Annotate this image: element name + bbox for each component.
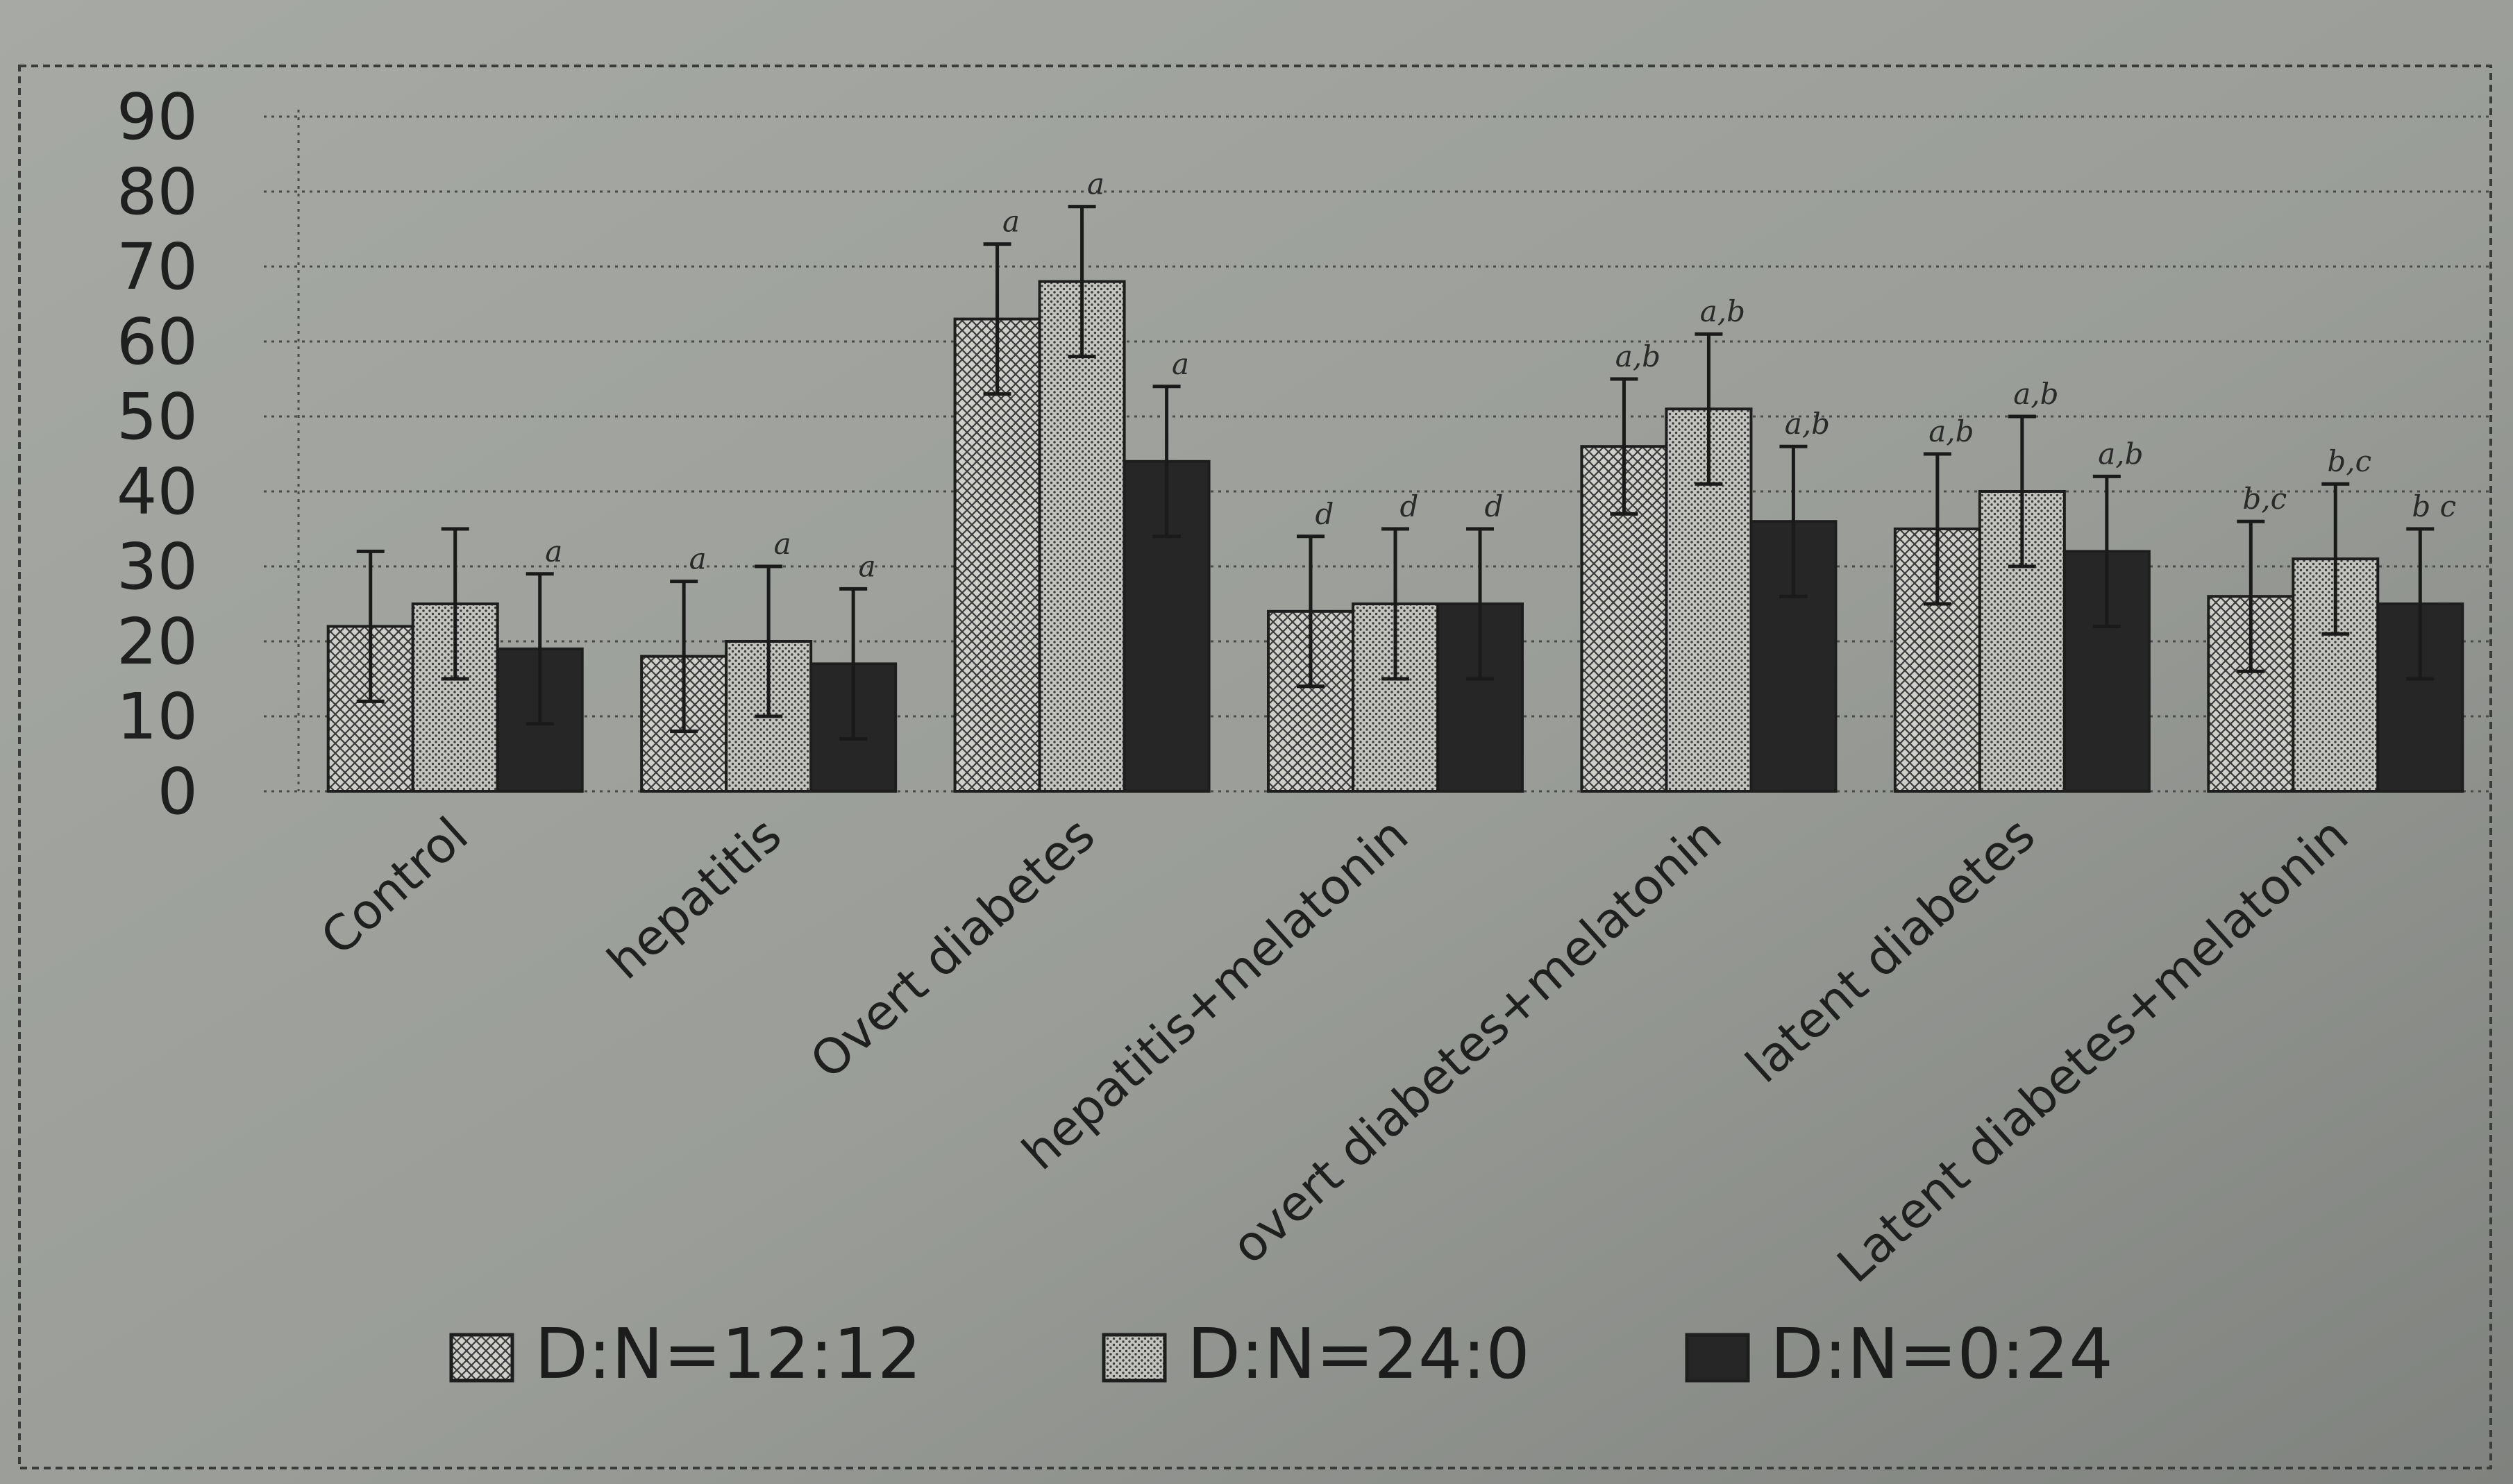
chart-frame — [18, 65, 2492, 1469]
bar-crosshatch — [953, 317, 1041, 793]
significance-label: a — [859, 549, 876, 583]
bar-dotted — [1038, 280, 1126, 793]
y-tick-label: 40 — [117, 455, 198, 529]
legend-swatch — [449, 1333, 514, 1383]
significance-label: a,b — [1700, 294, 1745, 328]
legend-swatch — [1685, 1333, 1750, 1383]
y-tick-label: 10 — [117, 680, 198, 754]
y-tick-label: 30 — [117, 530, 198, 604]
significance-label: a — [689, 542, 707, 576]
significance-label: d — [1485, 489, 1504, 523]
y-tick-label: 90 — [117, 80, 198, 154]
y-tick-label: 60 — [117, 305, 198, 379]
y-tick-label: 20 — [117, 605, 198, 679]
significance-label: a,b — [2098, 437, 2143, 471]
significance-label: a — [1002, 205, 1020, 239]
significance-label: a,b — [1928, 414, 1974, 448]
legend-label: D:N=12:12 — [535, 1313, 921, 1394]
significance-label: b,c — [2242, 482, 2287, 516]
significance-label: b,c — [2327, 444, 2371, 478]
significance-label: a — [1172, 347, 1189, 381]
legend-label: D:N=0:24 — [1770, 1313, 2113, 1394]
legend-swatch — [1102, 1333, 1167, 1383]
significance-label: a,b — [1615, 339, 1661, 373]
significance-label: b c — [2412, 489, 2456, 523]
y-tick-label: 0 — [157, 754, 198, 829]
legend: D:N=12:12 D:N=24:0 D:N=0:24 — [449, 1313, 2113, 1394]
significance-label: a,b — [1785, 407, 1830, 441]
significance-label: a — [1087, 167, 1104, 201]
y-tick-label: 70 — [117, 230, 198, 304]
significance-label: d — [1400, 489, 1419, 523]
bar-solid — [1436, 602, 1524, 793]
y-tick-label: 80 — [117, 155, 198, 229]
significance-label: a — [774, 527, 791, 561]
y-tick-label: 50 — [117, 380, 198, 454]
significance-label: a — [545, 534, 562, 568]
legend-label: D:N=24:0 — [1187, 1313, 1530, 1394]
bar-dotted — [1665, 407, 1753, 793]
significance-label: d — [1316, 497, 1334, 531]
bar-series: a a a a a a a d d d a,b a,b a,b a,b a,b a,b b,c b,c b c — [326, 167, 2464, 793]
significance-label: a,b — [2013, 377, 2058, 411]
